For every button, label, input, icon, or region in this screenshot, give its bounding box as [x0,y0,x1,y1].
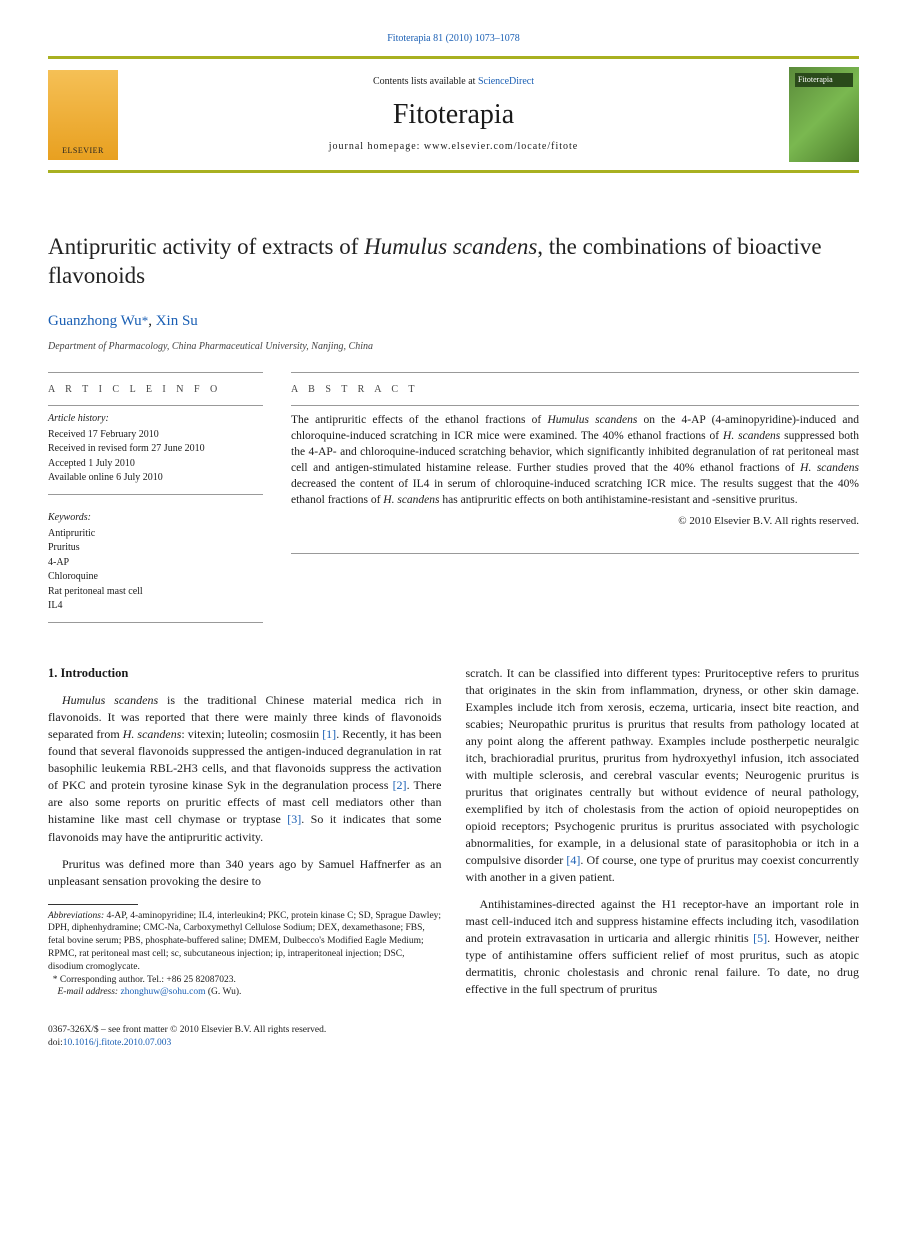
journal-cover-thumb: Fitoterapia [789,67,859,162]
sciencedirect-link[interactable]: ScienceDirect [478,76,534,87]
author-sep: , [148,313,156,329]
title-part1: Antipruritic activity of extracts of [48,234,364,259]
history-label: Article history: [48,412,263,426]
info-abstract-row: A R T I C L E I N F O Article history: R… [48,372,859,629]
doi-line: doi:10.1016/j.fitote.2010.07.003 [48,1037,859,1050]
doi-prefix: doi: [48,1038,63,1048]
keywords-label: Keywords: [48,511,263,525]
running-head: Fitoterapia 81 (2010) 1073–1078 [48,32,859,46]
journal-masthead: ELSEVIER Contents lists available at Sci… [48,56,859,173]
history-line: Accepted 1 July 2010 [48,457,263,472]
keyword: 4-AP [48,556,263,571]
section-heading-1: 1. Introduction [48,665,442,683]
corr-text: Corresponding author. Tel.: +86 25 82087… [58,975,236,985]
author-list: Guanzhong Wu*, Xin Su [48,311,859,332]
publisher-logo-text: ELSEVIER [62,145,104,156]
body-columns: 1. Introduction Humulus scandens is the … [48,665,859,1004]
title-species: Humulus scandens [364,234,537,259]
rule [48,405,263,406]
citation-link[interactable]: [4] [566,853,580,867]
running-head-vol: 81 (2010) 1073–1078 [433,33,520,44]
rule [291,405,859,406]
rule [291,372,859,373]
author-link-2[interactable]: Xin Su [156,313,198,329]
abstract-copyright: © 2010 Elsevier B.V. All rights reserved… [291,514,859,529]
keyword: Rat peritoneal mast cell [48,585,263,600]
rule [291,553,859,554]
paragraph: Pruritus was defined more than 340 years… [48,856,442,890]
email-author: (G. Wu). [208,987,241,997]
rule [48,372,263,373]
email-footnote: E-mail address: zhonghuw@sohu.com (G. Wu… [48,986,442,999]
corr-footnote: * Corresponding author. Tel.: +86 25 820… [48,974,442,987]
abstract-head: A B S T R A C T [291,383,859,397]
history-line: Available online 6 July 2010 [48,471,263,486]
article-title: Antipruritic activity of extracts of Hum… [48,233,859,291]
publisher-logo: ELSEVIER [48,70,118,160]
citation-link[interactable]: [3] [287,812,301,826]
author-link-1[interactable]: Guanzhong Wu [48,313,142,329]
contents-line: Contents lists available at ScienceDirec… [128,75,779,89]
citation-link[interactable]: [2] [393,778,407,792]
rule [48,622,263,623]
abstract-text: The antipruritic effects of the ethanol … [291,412,859,509]
paragraph: Humulus scandens is the traditional Chin… [48,692,442,845]
footnote-rule [48,904,138,905]
email-link[interactable]: zhonghuw@sohu.com [120,987,205,997]
keyword: Pruritus [48,541,263,556]
article-info-column: A R T I C L E I N F O Article history: R… [48,372,263,629]
citation-link[interactable]: [1] [322,727,336,741]
history-line: Received in revised form 27 June 2010 [48,442,263,457]
issn-line: 0367-326X/$ – see front matter © 2010 El… [48,1024,859,1037]
history-line: Received 17 February 2010 [48,428,263,443]
affiliation: Department of Pharmacology, China Pharma… [48,340,859,354]
contents-prefix: Contents lists available at [373,76,475,87]
abbrev-footnote: Abbreviations: 4-AP, 4-aminopyridine; IL… [48,910,442,974]
journal-title: Fitoterapia [128,95,779,134]
abbrev-text: 4-AP, 4-aminopyridine; IL4, interleukin4… [48,911,441,972]
running-head-link[interactable]: Fitoterapia 81 (2010) 1073–1078 [387,33,520,44]
paragraph: Antihistamines-directed against the H1 r… [466,896,860,998]
abbrev-label: Abbreviations: [48,911,104,921]
rule [48,494,263,495]
paragraph: scratch. It can be classified into diffe… [466,665,860,886]
email-label: E-mail address: [58,987,119,997]
keyword: Chloroquine [48,570,263,585]
cover-thumb-title: Fitoterapia [798,74,833,85]
abstract-column: A B S T R A C T The antipruritic effects… [291,372,859,629]
keyword: Antipruritic [48,527,263,542]
article-info-head: A R T I C L E I N F O [48,383,263,397]
citation-link[interactable]: [5] [753,931,767,945]
doi-link[interactable]: 10.1016/j.fitote.2010.07.003 [63,1038,171,1048]
running-head-journal: Fitoterapia [387,33,430,44]
footer-meta: 0367-326X/$ – see front matter © 2010 El… [48,1024,859,1050]
journal-homepage: journal homepage: www.elsevier.com/locat… [128,140,779,154]
masthead-center: Contents lists available at ScienceDirec… [128,75,779,154]
keyword: IL4 [48,599,263,614]
